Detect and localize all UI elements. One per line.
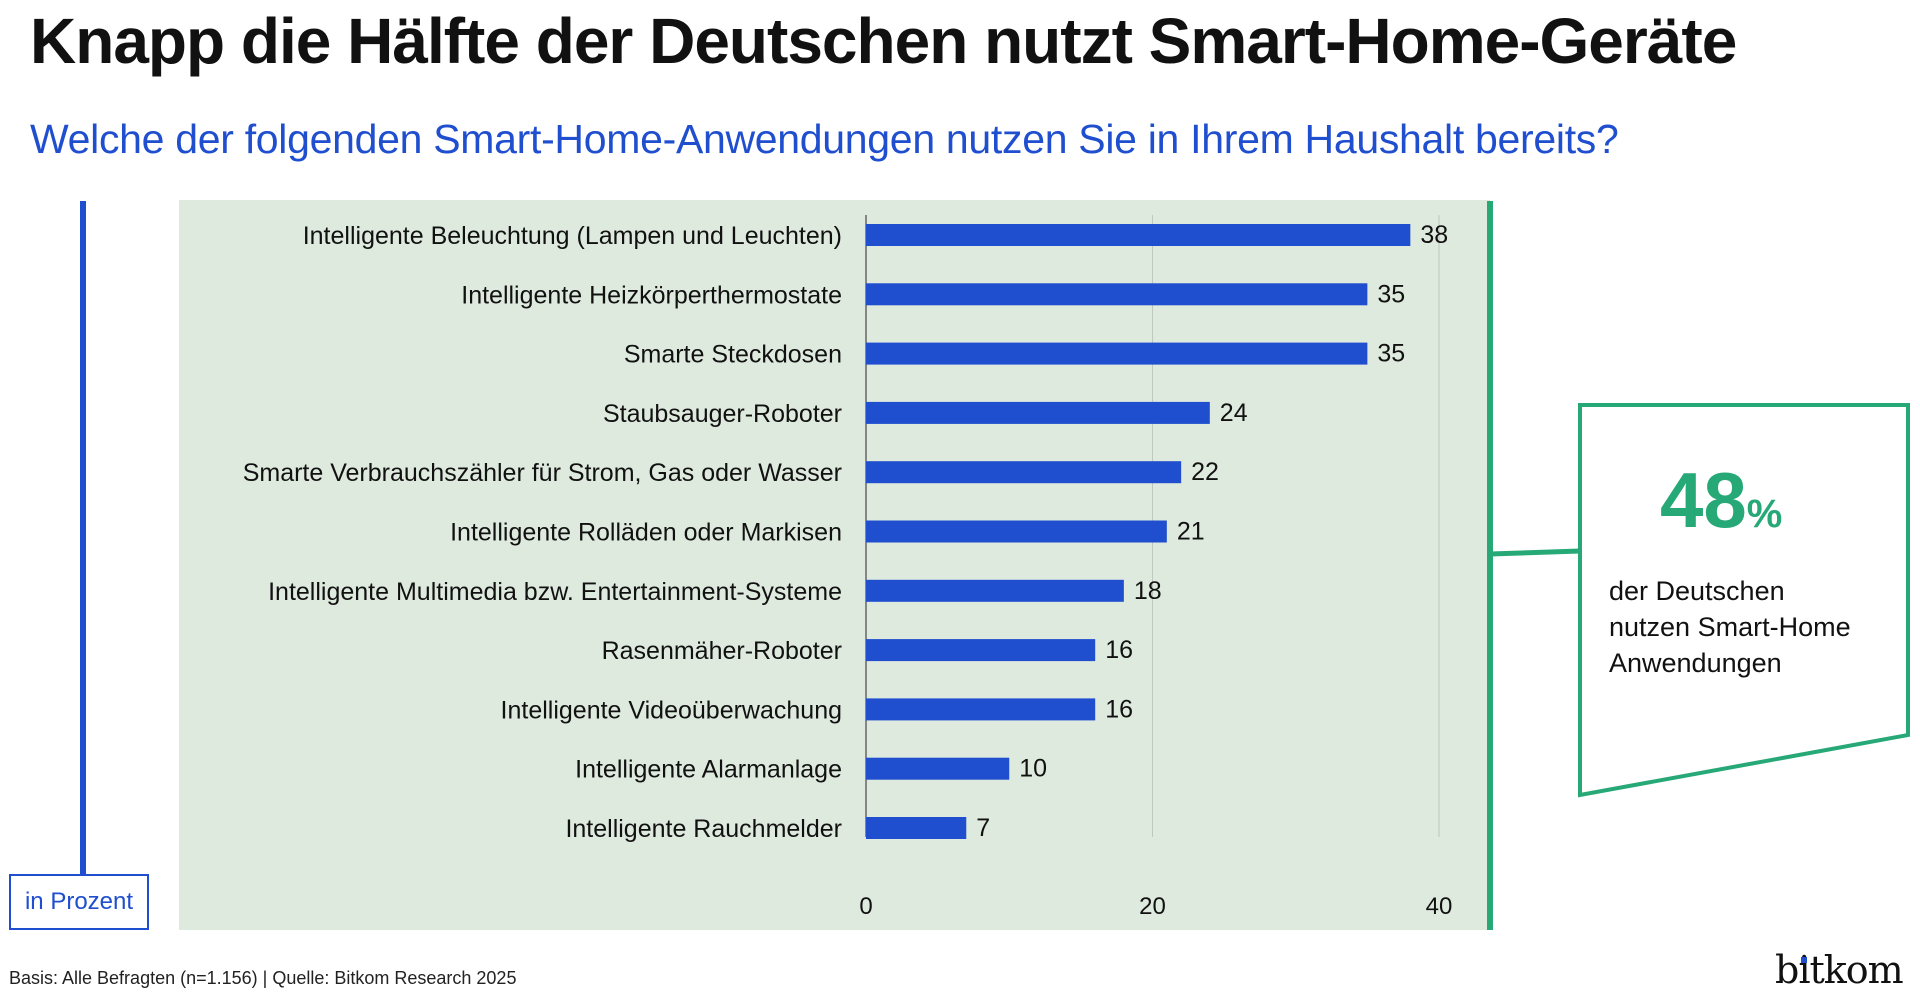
value-label: 7 [976, 814, 990, 842]
bar [866, 817, 967, 839]
x-tick-label: 40 [1426, 893, 1453, 920]
value-label: 35 [1377, 340, 1405, 368]
chart-subtitle: Welche der folgenden Smart-Home-Anwendun… [30, 116, 1619, 162]
source-footnote: Basis: Alle Befragten (n=1.156) | Quelle… [9, 968, 517, 988]
x-tick-label: 20 [1139, 893, 1166, 920]
callout-percent-sign: % [1746, 492, 1783, 536]
logo-dot-icon [1801, 957, 1807, 963]
chart-panel [179, 200, 1490, 930]
bar [866, 520, 1167, 543]
bitkom-logo: bitkom [1775, 948, 1904, 992]
bar [866, 224, 1411, 246]
unit-label-text: in Prozent [24, 888, 134, 915]
callout-border [1578, 403, 1910, 798]
value-label: 38 [1420, 221, 1448, 249]
bar [866, 698, 1096, 721]
category-label: Intelligente Videoüberwachung [501, 696, 842, 724]
value-label: 10 [1019, 755, 1047, 783]
bar [866, 757, 1010, 780]
category-label: Staubsauger-Roboter [603, 400, 842, 428]
value-label: 16 [1105, 636, 1133, 664]
callout-value: 48% [1660, 455, 1782, 546]
right-accent-rule [1487, 201, 1493, 930]
callout-description: der Deutschen nutzen Smart-Home Anwendun… [1609, 573, 1869, 681]
value-label: 18 [1134, 577, 1162, 605]
category-label: Smarte Verbrauchszähler für Strom, Gas o… [243, 459, 842, 487]
value-label: 16 [1105, 695, 1133, 723]
category-label: Smarte Steckdosen [624, 341, 842, 369]
left-accent-rule [80, 201, 86, 875]
page-title: Knapp die Hälfte der Deutschen nutzt Sma… [30, 5, 1737, 77]
callout-line: nutzen Smart-Home [1609, 612, 1851, 642]
callout-line: der Deutschen [1609, 576, 1785, 606]
bar [866, 639, 1096, 662]
bar [866, 283, 1368, 306]
value-label: 22 [1191, 458, 1219, 486]
callout-number: 48 [1660, 456, 1747, 544]
callout-connector [1489, 548, 1581, 557]
category-label: Intelligente Heizkörperthermostate [461, 281, 842, 309]
x-tick-label: 0 [859, 893, 872, 920]
bar [866, 401, 1210, 424]
value-label: 24 [1220, 399, 1248, 427]
bar [866, 461, 1182, 484]
callout-frame [1489, 403, 1910, 798]
category-label: Intelligente Beleuchtung (Lampen und Leu… [303, 222, 842, 250]
category-label: Intelligente Multimedia bzw. Entertainme… [268, 578, 842, 606]
category-label: Intelligente Alarmanlage [575, 756, 842, 784]
callout-line: Anwendungen [1609, 648, 1782, 678]
category-label: Intelligente Rolläden oder Markisen [450, 519, 842, 547]
bar [866, 342, 1368, 365]
value-label: 21 [1177, 518, 1205, 546]
category-label: Rasenmäher-Roboter [602, 637, 842, 665]
bar [866, 579, 1124, 602]
value-label: 35 [1377, 280, 1405, 308]
category-label: Intelligente Rauchmelder [565, 815, 842, 843]
unit-label: in Prozent [9, 874, 149, 930]
